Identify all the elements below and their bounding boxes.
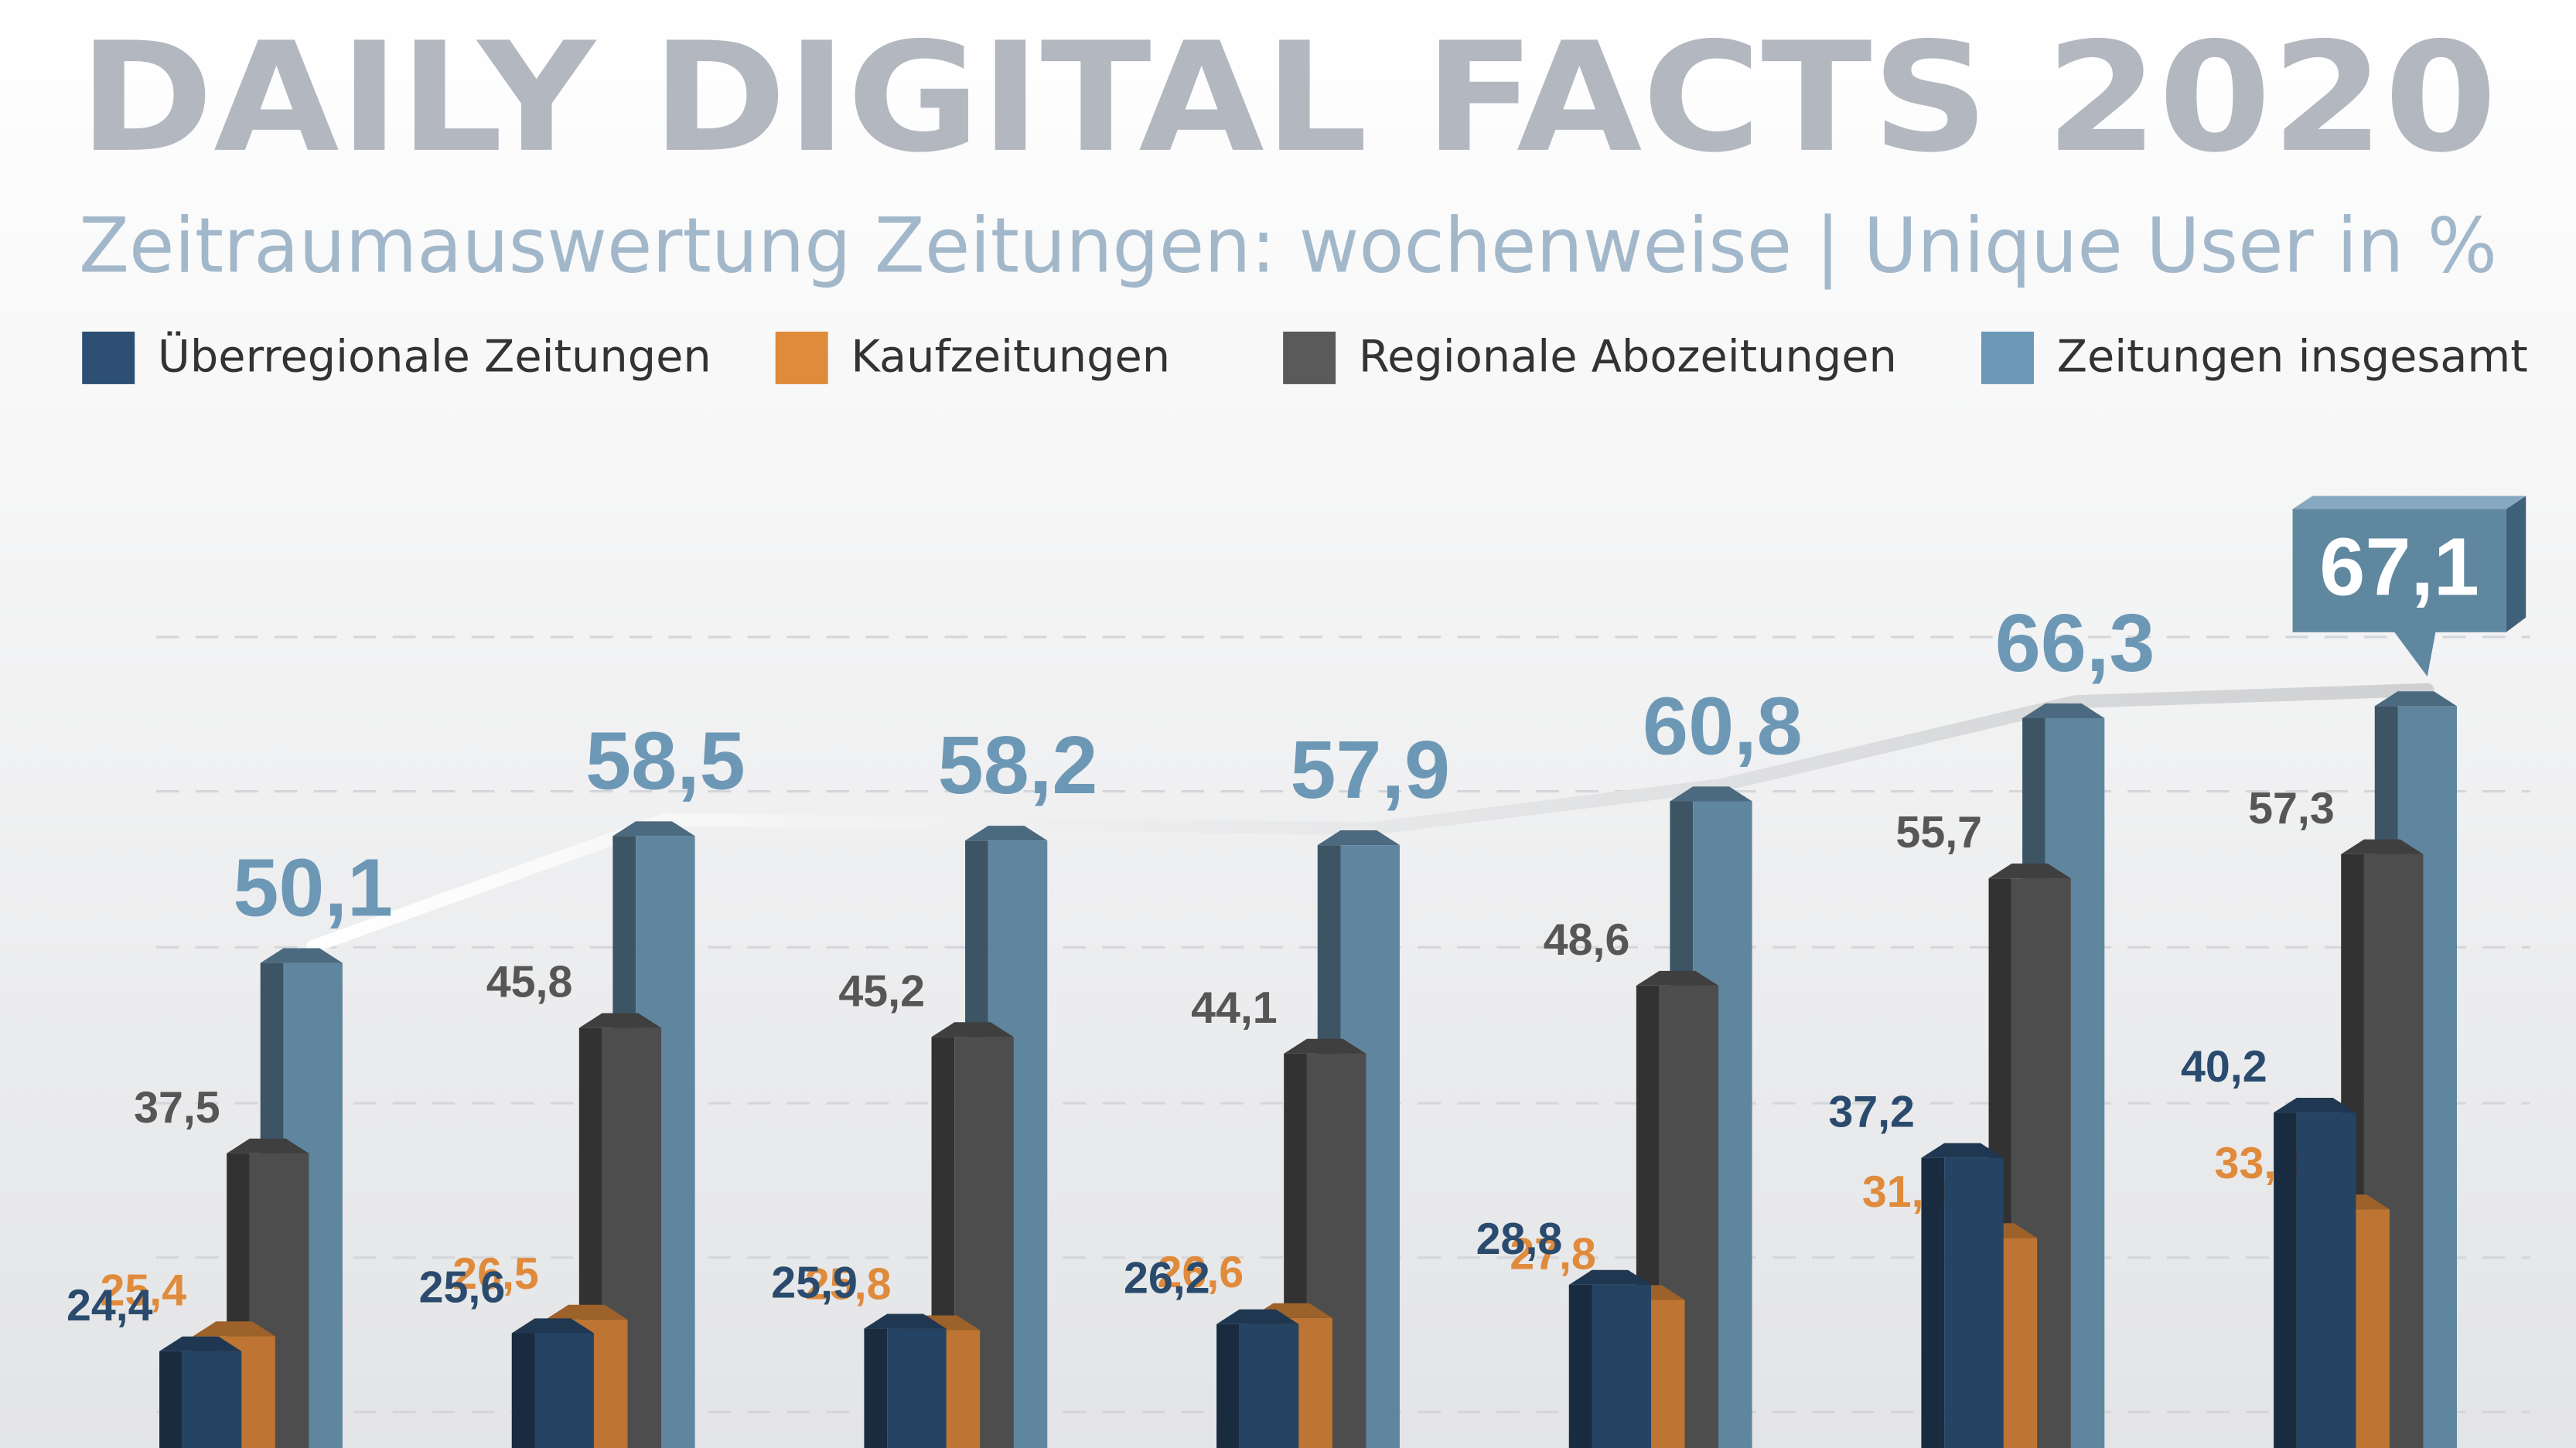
chart-title: DAILY DIGITAL FACTS 2020 bbox=[79, 11, 2497, 186]
value-label: 57,9 bbox=[1290, 724, 1450, 816]
legend-swatch bbox=[1981, 331, 2034, 384]
bar-top bbox=[1636, 970, 1719, 986]
value-label: 45,2 bbox=[838, 966, 925, 1016]
bar-top bbox=[2022, 703, 2105, 718]
value-label: 60,8 bbox=[1643, 680, 1803, 772]
bar-side bbox=[864, 1328, 888, 1448]
bar-top bbox=[260, 948, 343, 963]
legend-swatch bbox=[82, 331, 135, 384]
bar bbox=[2274, 1097, 2356, 1448]
value-label: 25,9 bbox=[771, 1259, 858, 1308]
bar-top bbox=[1216, 1309, 1299, 1324]
value-label: 27,8 bbox=[1510, 1229, 1596, 1279]
bar-front bbox=[2296, 1112, 2356, 1448]
bar-front bbox=[534, 1333, 594, 1448]
value-label: 25,4 bbox=[101, 1266, 187, 1315]
bar-side bbox=[1216, 1324, 1240, 1448]
callout bbox=[2292, 509, 2506, 677]
bar-side bbox=[1921, 1157, 1945, 1448]
bar bbox=[511, 1318, 594, 1448]
bar-top bbox=[2274, 1097, 2356, 1113]
value-label: 67,1 bbox=[2319, 520, 2479, 612]
value-label: 26,2 bbox=[1124, 1254, 1210, 1303]
bar-side bbox=[511, 1333, 535, 1448]
bar-top bbox=[511, 1318, 594, 1334]
bar-side bbox=[2274, 1112, 2297, 1448]
callout-side bbox=[2506, 496, 2527, 632]
bar-top bbox=[931, 1022, 1014, 1037]
legend-label: Überregionale Zeitungen bbox=[158, 331, 711, 383]
bar-front bbox=[182, 1351, 242, 1448]
bar-top bbox=[193, 1321, 275, 1337]
bar-top bbox=[159, 1336, 242, 1351]
value-label: 26,5 bbox=[452, 1249, 539, 1299]
bar-top bbox=[612, 821, 695, 836]
bar-top bbox=[965, 826, 1048, 841]
bar bbox=[1216, 1309, 1299, 1448]
legend: Überregionale Zeitungen Kaufzeitungen Regi… bbox=[82, 331, 2528, 384]
value-label: 66,3 bbox=[1995, 597, 2155, 689]
bar-top bbox=[2374, 691, 2457, 707]
value-label: 48,6 bbox=[1544, 915, 1630, 965]
value-label: 55,7 bbox=[1895, 808, 1982, 857]
legend-swatch bbox=[1283, 331, 1336, 384]
callout-top bbox=[2292, 496, 2527, 509]
value-label: 58,5 bbox=[585, 714, 746, 806]
bar-top bbox=[1568, 1269, 1651, 1285]
legend-swatch bbox=[775, 331, 828, 384]
chart-subtitle: Zeitraumauswertung Zeitungen: wochenweis… bbox=[79, 203, 2497, 291]
bar-top bbox=[578, 1013, 662, 1028]
bar-top bbox=[1988, 864, 2071, 879]
trend-line bbox=[306, 683, 2434, 953]
bar-top bbox=[1317, 830, 1400, 846]
bar-top bbox=[227, 1138, 309, 1153]
value-label: 25,6 bbox=[419, 1262, 506, 1312]
value-label: 37,5 bbox=[134, 1083, 220, 1133]
bar bbox=[864, 1313, 947, 1448]
bar-top bbox=[1670, 786, 1752, 802]
value-label: 37,2 bbox=[1828, 1088, 1915, 1137]
value-label: 24,4 bbox=[67, 1281, 153, 1330]
bar-front bbox=[887, 1328, 947, 1448]
value-label: 58,2 bbox=[938, 719, 1098, 811]
legend-label: Kaufzeitungen bbox=[851, 331, 1170, 383]
bar-top bbox=[2341, 839, 2424, 854]
bar-side bbox=[1568, 1284, 1592, 1448]
bar-side bbox=[159, 1351, 183, 1448]
bar-top bbox=[1921, 1143, 2004, 1158]
value-label: 26,6 bbox=[1158, 1248, 1244, 1297]
bar-top bbox=[545, 1304, 628, 1320]
bar-front bbox=[1944, 1157, 2004, 1448]
bar-front bbox=[1592, 1284, 1651, 1448]
bar bbox=[159, 1336, 242, 1448]
legend-label: Regionale Abozeitungen bbox=[1359, 331, 1897, 383]
value-label: 44,1 bbox=[1191, 983, 1278, 1033]
value-label: 40,2 bbox=[2181, 1042, 2267, 1092]
bar-top bbox=[1284, 1038, 1366, 1054]
legend-label: Zeitungen insgesamt bbox=[2057, 331, 2528, 383]
bar bbox=[1921, 1143, 2004, 1448]
value-label: 45,8 bbox=[486, 958, 573, 1007]
bar bbox=[1568, 1269, 1651, 1448]
value-label: 57,3 bbox=[2248, 784, 2335, 833]
value-label: 25,8 bbox=[805, 1259, 892, 1309]
value-label: 28,8 bbox=[1476, 1215, 1563, 1264]
plot-area: 50,1 58,5 58,2 57,9 60,8 66,3 67,1 37,5 45,8 45,2… bbox=[67, 496, 2527, 1448]
bar-top bbox=[864, 1313, 947, 1329]
value-label: 50,1 bbox=[233, 841, 393, 933]
bar-front bbox=[1239, 1324, 1299, 1448]
